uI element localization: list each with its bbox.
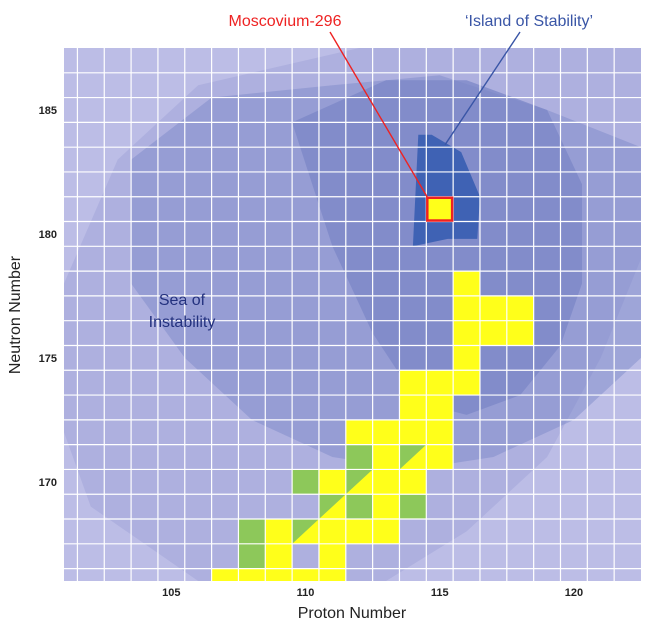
nuclide-cell-split [399, 444, 427, 470]
nuclide-cell-green-part [292, 519, 319, 544]
nuclide-cell-yellow [506, 295, 534, 321]
nuclide-cells [211, 271, 534, 581]
sea-of-instability-label-line2: Instability [149, 314, 216, 331]
nuclide-cell-yellow [372, 444, 400, 470]
nuclide-cell-green [399, 494, 427, 520]
nuclide-cell-yellow [426, 419, 454, 445]
grid-lines [64, 48, 641, 581]
nuclide-cell-yellow [399, 419, 427, 445]
x-axis-title: Proton Number [298, 605, 407, 622]
nuclide-cell-yellow [426, 444, 454, 470]
nuclide-cell-yellow [265, 543, 293, 569]
nuclide-cell-yellow [238, 568, 266, 581]
nuclide-cell-yellow [372, 494, 400, 520]
y-tick-label: 185 [39, 105, 57, 117]
x-tick-label: 120 [565, 587, 583, 599]
annotation-leader-lines [329, 31, 521, 200]
nuclide-cell-split [318, 494, 346, 520]
nuclide-cell-yellow [372, 469, 400, 495]
y-tick-label: 180 [39, 229, 57, 241]
island-of-stability-label: ‘Island of Stability’ [465, 13, 593, 30]
nuclide-cell-yellow [318, 543, 346, 569]
x-tick-label: 105 [162, 587, 180, 599]
moscovium-leader-line [329, 31, 429, 200]
x-tick-label: 115 [431, 587, 449, 599]
nuclide-cell-yellow [265, 519, 293, 544]
island-leader-line [444, 31, 521, 146]
nuclide-cell-yellow [345, 419, 373, 445]
y-tick-label: 175 [39, 353, 57, 365]
nuclide-cell-yellow [506, 320, 534, 346]
nuclide-cell-split [345, 469, 373, 495]
moscovium-cell [426, 196, 454, 222]
nuclide-cell-split [292, 519, 319, 544]
nuclide-cell-yellow [399, 370, 427, 396]
nuclide-cell-yellow [426, 395, 454, 420]
nuclide-cell-yellow [318, 519, 346, 544]
nuclide-cell-green [292, 469, 319, 495]
moscovium-cell-highlight [426, 196, 454, 222]
nuclide-cell-yellow [479, 320, 507, 346]
y-axis-ticks: 170 175 180 185 [39, 105, 57, 489]
y-axis-title: Neutron Number [7, 255, 24, 374]
nuclide-cell-green-part [399, 444, 427, 470]
nuclide-cell-yellow [265, 568, 293, 581]
x-tick-label: 110 [297, 587, 315, 599]
nuclide-cell-green [345, 494, 373, 520]
nuclide-cell-yellow [372, 419, 400, 445]
nuclide-cell-green-part [345, 469, 373, 495]
nuclide-cell-green [238, 519, 266, 544]
nuclide-cell-green [238, 543, 266, 569]
nuclide-cell-yellow [318, 469, 346, 495]
nuclide-cell-yellow [453, 345, 480, 371]
nuclide-cell-yellow [318, 568, 346, 581]
y-tick-label: 170 [39, 477, 57, 489]
nuclide-cell-yellow [453, 271, 480, 296]
nuclide-cell-green-part [318, 494, 346, 520]
moscovium-label: Moscovium-296 [229, 13, 342, 30]
nuclide-cell-yellow [453, 320, 480, 346]
nuclide-cell-yellow [372, 519, 400, 544]
nuclide-cell-yellow [292, 568, 319, 581]
nuclide-cell-green [345, 444, 373, 470]
nuclide-cell-yellow [426, 370, 454, 396]
nuclide-cell-yellow [453, 295, 480, 321]
nuclide-cell-yellow [399, 469, 427, 495]
nuclide-cell-yellow [453, 370, 480, 396]
nuclide-cell-yellow [345, 519, 373, 544]
nuclide-cell-yellow [399, 395, 427, 420]
nuclide-cell-yellow [479, 295, 507, 321]
nuclide-cell-yellow [211, 568, 239, 581]
sea-of-instability-label-line1: Sea of [159, 292, 206, 309]
x-axis-ticks: 105 110 115 120 [162, 587, 583, 599]
